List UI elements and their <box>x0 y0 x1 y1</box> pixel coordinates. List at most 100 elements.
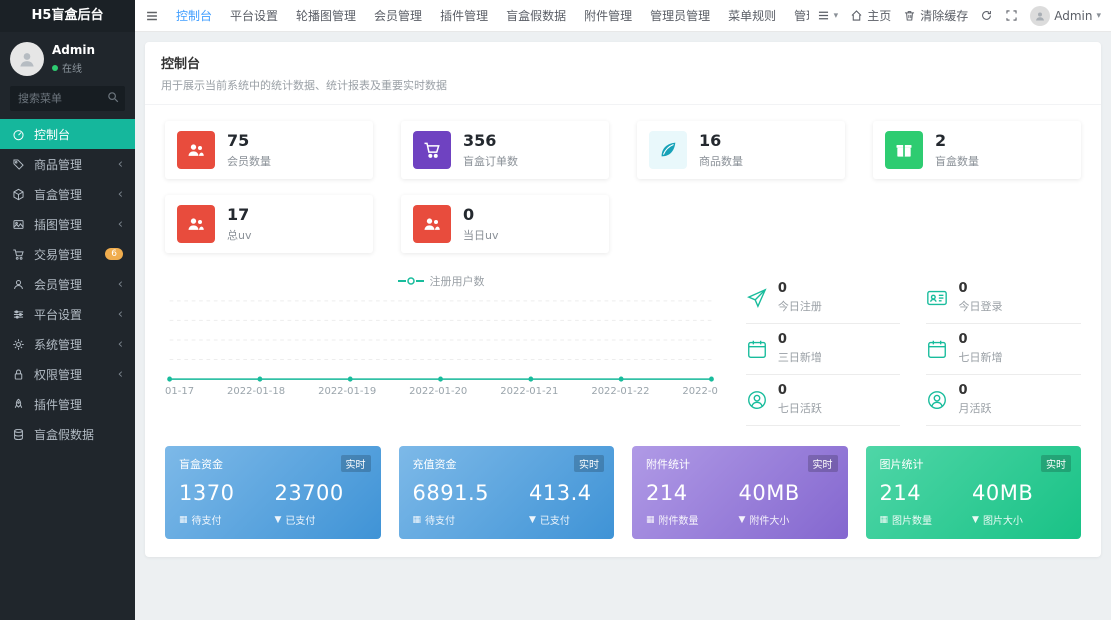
sidebar-item-permission[interactable]: 权限管理 ‹ <box>0 359 135 389</box>
cart-icon <box>12 248 26 261</box>
sidebar-item-label: 平台设置 <box>34 307 83 322</box>
chart-legend: 注册用户数 <box>165 273 718 289</box>
sidebar-item-dashboard[interactable]: 控制台 <box>0 119 135 149</box>
content-area: 控制台 用于展示当前系统中的统计数据、统计报表及重要实时数据 75 会员数量 <box>135 32 1111 620</box>
sidebar-item-trade[interactable]: 交易管理 6 <box>0 239 135 269</box>
mini-stat-value: 0 <box>958 332 968 347</box>
card-title: 盲盒资金 <box>179 458 223 471</box>
tab-attachments[interactable]: 附件管理 <box>584 8 633 23</box>
stat-card-boxes: 2 盲盒数量 <box>873 121 1081 179</box>
filter-icon: ▼ <box>528 514 536 525</box>
tab-admins[interactable]: 管理员管理 <box>650 8 711 23</box>
card-icon: ▦ <box>179 514 188 525</box>
line-chart <box>167 300 714 382</box>
stat-card-today-uv: 0 当日uv <box>401 195 609 253</box>
user-status-label: 在线 <box>62 64 82 75</box>
mini-stat-today-register: 0 今日注册 <box>745 273 901 324</box>
leaf-icon <box>649 131 687 169</box>
card-title: 充值资金 <box>412 458 457 471</box>
realtime-badge: 实时 <box>574 455 604 472</box>
home-label: 主页 <box>867 9 892 23</box>
stat-card-members: 75 会员数量 <box>165 121 373 179</box>
users-icon <box>413 205 451 243</box>
x-tick: 2022-01-20 <box>409 386 468 397</box>
tab-admin-logs[interactable]: 管理员日志 <box>794 8 809 23</box>
chevron-left-icon: ‹ <box>117 186 123 202</box>
filter-icon: ▼ <box>738 514 746 525</box>
x-tick: 2022-01-18 <box>227 386 286 397</box>
tab-plugins[interactable]: 插件管理 <box>440 8 489 23</box>
realtime-badge: 实时 <box>807 455 838 472</box>
card-icon: ▦ <box>412 514 422 525</box>
stat-label: 总uv <box>227 229 252 242</box>
sidebar-item-fake-data[interactable]: 盲盒假数据 <box>0 419 135 449</box>
tab-fake-data[interactable]: 盲盒假数据 <box>506 8 567 23</box>
sidebar-item-label: 控制台 <box>34 127 71 142</box>
account-menu[interactable]: Admin ▾ <box>1030 5 1101 26</box>
members-icon <box>12 278 26 291</box>
tab-carousel[interactable]: 轮播图管理 <box>296 8 357 23</box>
user-status: 在线 <box>52 60 95 75</box>
hamburger-icon[interactable] <box>145 9 159 23</box>
mini-stat-label: 七日活跃 <box>777 402 822 415</box>
sidebar-item-system[interactable]: 系统管理 ‹ <box>0 329 135 359</box>
mini-stat-label: 三日新增 <box>777 351 822 364</box>
card-title: 附件统计 <box>646 458 690 471</box>
sidebar-item-label: 盲盒管理 <box>34 187 83 202</box>
image-icon <box>12 218 26 231</box>
caret-down-icon: ▾ <box>1096 10 1101 21</box>
card-title: 图片统计 <box>879 458 924 471</box>
clear-cache-button[interactable]: 清除缓存 <box>903 7 968 24</box>
stat-value: 16 <box>699 131 722 150</box>
home-icon <box>851 10 862 21</box>
fullscreen-button[interactable] <box>1005 9 1018 22</box>
realtime-badge: 实时 <box>340 455 371 472</box>
stat-card-goods: 16 商品数量 <box>637 121 845 179</box>
tab-platform-settings[interactable]: 平台设置 <box>230 8 279 23</box>
sidebar-item-blindbox[interactable]: 盲盒管理 ‹ <box>0 179 135 209</box>
card-value-label: 已支付 <box>285 516 316 527</box>
sidebar-item-plugin[interactable]: 插件管理 <box>0 389 135 419</box>
tab-dashboard[interactable]: 控制台 <box>176 8 213 23</box>
caret-down-icon: ▾ <box>833 10 839 21</box>
tabs-dropdown-button[interactable]: ▾ <box>817 9 839 22</box>
mini-stat-value: 0 <box>777 332 787 347</box>
app-title: H5盲盒后台 <box>0 0 135 32</box>
user-silhouette-icon <box>20 53 34 67</box>
sidebar-item-label: 交易管理 <box>34 247 83 262</box>
dashboard-panel: 控制台 用于展示当前系统中的统计数据、统计报表及重要实时数据 75 会员数量 <box>145 42 1101 557</box>
sidebar-item-members[interactable]: 会员管理 ‹ <box>0 269 135 299</box>
refresh-button[interactable] <box>980 9 993 22</box>
stat-card-total-uv: 17 总uv <box>165 195 373 253</box>
tab-members[interactable]: 会员管理 <box>374 8 423 23</box>
mini-stat-today-login: 0 今日登录 <box>926 273 1081 324</box>
sidebar-item-platform[interactable]: 平台设置 ‹ <box>0 299 135 329</box>
tab-menu-rules[interactable]: 菜单规则 <box>728 8 777 23</box>
stat-value: 17 <box>227 205 250 224</box>
search-input[interactable] <box>10 86 125 111</box>
users-icon <box>177 131 215 169</box>
chevron-left-icon: ‹ <box>117 306 123 322</box>
mini-stat-label: 月活跃 <box>958 402 992 415</box>
card-attachment-stats: 附件统计 实时 214 ▦ 附件数量 40MB ▼ 附件大小 <box>632 446 848 539</box>
sidebar-item-illustration[interactable]: 插图管理 ‹ <box>0 209 135 239</box>
mini-stat-label: 今日注册 <box>777 300 822 313</box>
search-icon[interactable] <box>107 91 119 103</box>
users-icon <box>177 205 215 243</box>
sidebar-item-label: 插图管理 <box>34 217 83 232</box>
mini-stat-value: 0 <box>958 281 968 296</box>
card-value-label: 图片数量 <box>892 516 933 527</box>
home-button[interactable]: 主页 <box>850 7 891 24</box>
x-tick: 2022-01-22 <box>591 386 650 397</box>
stat-label: 会员数量 <box>227 155 271 168</box>
x-tick: 2022-01-19 <box>318 386 377 397</box>
card-value: 214 <box>879 481 922 505</box>
trash-icon <box>905 11 915 21</box>
avatar[interactable] <box>10 42 44 76</box>
sidebar-item-goods[interactable]: 商品管理 ‹ <box>0 149 135 179</box>
stat-value: 0 <box>463 205 475 224</box>
navbar-right: ▾ 主页 清除缓存 <box>817 5 1101 26</box>
x-tick: 2022-0 <box>682 386 718 397</box>
chevron-left-icon: ‹ <box>117 216 123 232</box>
database-icon <box>12 428 26 441</box>
